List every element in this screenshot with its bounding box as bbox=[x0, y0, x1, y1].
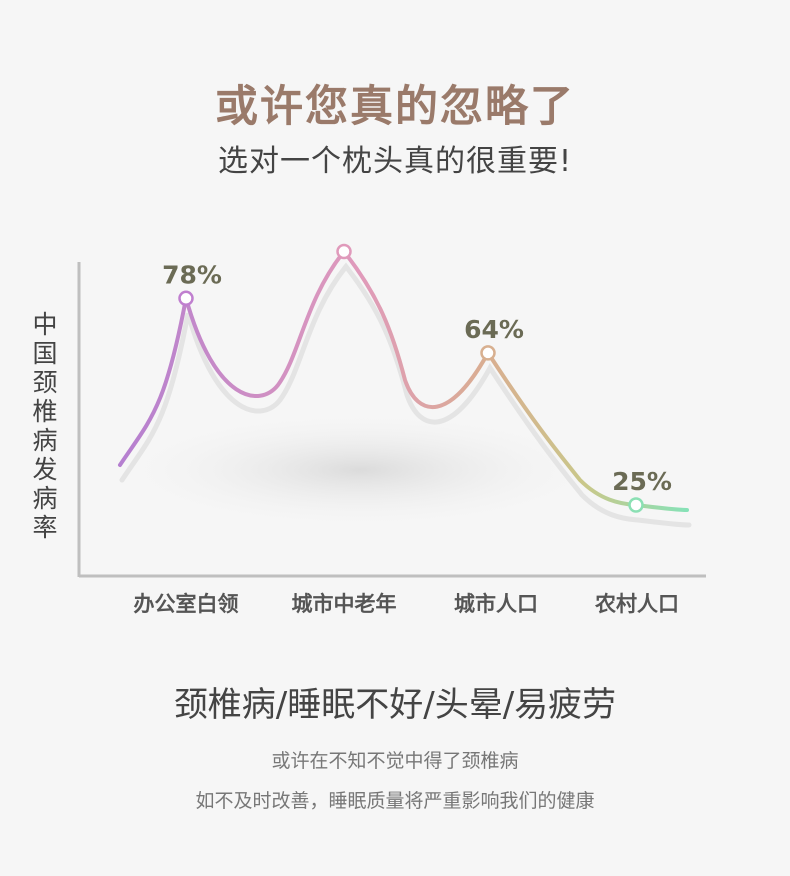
prevalence-chart: 78% 办公室白领 90%以上城市中老年 64% 城市人口 25% 农村人口 bbox=[77, 240, 706, 616]
page-subtitle: 选对一个枕头真的很重要! bbox=[217, 144, 573, 179]
category-label: 办公室白领 bbox=[134, 592, 239, 616]
series-curve bbox=[118, 248, 689, 512]
curve-shadow bbox=[119, 262, 692, 528]
data-point bbox=[178, 290, 194, 307]
data-point bbox=[336, 243, 352, 260]
y-axis-label: 中国颈椎病发病率 bbox=[32, 310, 58, 542]
data-label: 90%以上 bbox=[295, 240, 405, 243]
data-label: 78% bbox=[162, 260, 222, 289]
description-line-2: 如不及时改善，睡眠质量将严重影响我们的健康 bbox=[195, 790, 595, 812]
data-label: 64% bbox=[464, 315, 524, 344]
category-label: 城市人口 bbox=[454, 592, 538, 616]
tagline: 颈椎病/睡眠不好/头晕/易疲劳 bbox=[173, 685, 617, 725]
category-label: 城市中老年 bbox=[292, 592, 397, 616]
curve-glow bbox=[110, 410, 610, 530]
data-label: 25% bbox=[612, 467, 672, 496]
data-point bbox=[628, 497, 644, 513]
category-label: 农村人口 bbox=[594, 592, 679, 616]
data-point bbox=[480, 345, 496, 361]
description-line-1: 或许在不知不觉中得了颈椎病 bbox=[271, 750, 519, 772]
page-title: 或许您真的忽略了 bbox=[215, 82, 575, 132]
